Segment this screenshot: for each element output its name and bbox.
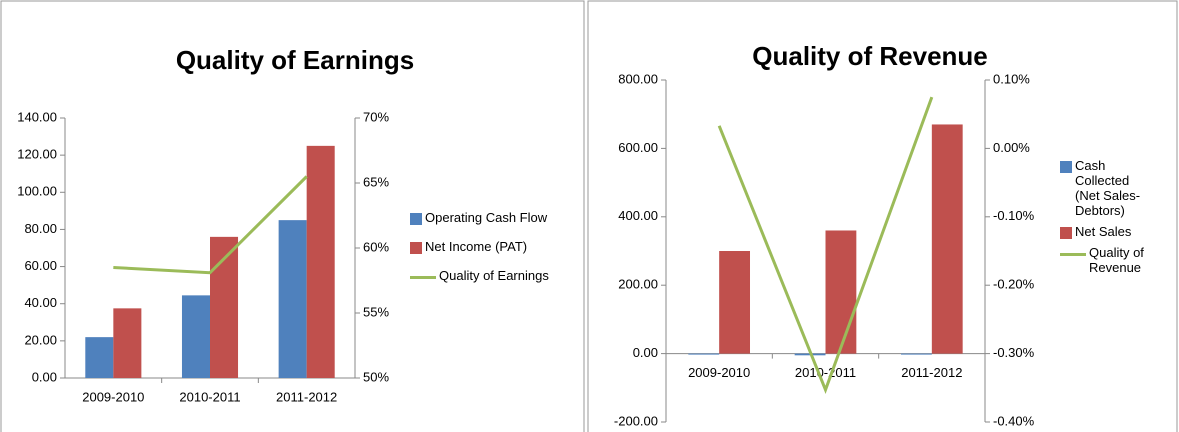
chart-title: Quality of Revenue <box>752 41 988 71</box>
legend-label: Quality of Earnings <box>439 268 549 283</box>
bar <box>306 145 335 378</box>
legend-item: Quality of Revenue <box>1060 245 1155 275</box>
y2-tick-label: -0.30% <box>993 345 1035 360</box>
legend-swatch <box>1060 161 1072 173</box>
y-tick-label: 400.00 <box>618 208 658 223</box>
y2-tick-label: 60% <box>363 239 389 254</box>
bar <box>181 295 210 378</box>
y-tick-label: 600.00 <box>618 140 658 155</box>
legend: Operating Cash Flow Net Income (PAT) Quali… <box>410 210 580 283</box>
legend-swatch <box>1060 227 1072 239</box>
legend-item: Net Sales <box>1060 224 1155 239</box>
x-tick-label: 2011-2012 <box>276 389 337 404</box>
legend-item: Cash Collected (Net Sales-Debtors) <box>1060 158 1155 218</box>
y2-tick-label: 50% <box>363 369 389 384</box>
bar <box>688 353 720 355</box>
chart-title: Quality of Earnings <box>176 45 414 75</box>
bar <box>931 124 963 354</box>
bar <box>278 220 307 378</box>
y-tick-label: 200.00 <box>618 277 658 292</box>
chart-frame <box>0 0 585 432</box>
line-series <box>717 96 934 395</box>
y2-tick-label: 70% <box>363 109 389 124</box>
bar <box>113 308 142 378</box>
line-series <box>113 175 308 275</box>
legend-label: Quality of Revenue <box>1089 245 1144 275</box>
bar <box>900 353 932 355</box>
legend-swatch <box>410 242 422 254</box>
y2-tick-label: -0.10% <box>993 208 1035 223</box>
y-tick-label: -200.00 <box>614 413 658 428</box>
legend-item: Operating Cash Flow <box>410 210 580 225</box>
y2-tick-label: -0.40% <box>993 413 1035 428</box>
legend-swatch <box>1060 253 1086 256</box>
x-tick-label: 2010-2011 <box>795 365 856 380</box>
bar <box>85 337 114 378</box>
x-tick-label: 2009-2010 <box>688 365 750 380</box>
y-tick-label: 0.00 <box>32 369 57 384</box>
y-tick-label: 60.00 <box>24 258 57 273</box>
y2-tick-label: -0.20% <box>993 277 1035 292</box>
legend-swatch <box>410 276 436 279</box>
x-tick-label: 2010-2011 <box>179 389 240 404</box>
bar <box>719 251 751 354</box>
legend-item: Quality of Earnings <box>410 268 580 283</box>
legend-label: Cash Collected (Net Sales-Debtors) <box>1075 158 1141 218</box>
y2-tick-label: 65% <box>363 174 389 189</box>
chart-frame <box>587 0 1178 432</box>
legend-swatch <box>410 213 422 225</box>
y-tick-label: 120.00 <box>17 147 57 162</box>
y2-tick-label: 0.00% <box>993 140 1030 155</box>
y2-tick-label: 0.10% <box>993 71 1030 86</box>
bar <box>825 230 857 354</box>
legend: Cash Collected (Net Sales-Debtors) Net Sa… <box>1060 158 1155 275</box>
x-tick-label: 2011-2012 <box>901 365 962 380</box>
legend-item: Net Income (PAT) <box>410 239 580 254</box>
legend-label: Net Sales <box>1075 224 1132 239</box>
y-tick-label: 100.00 <box>17 184 57 199</box>
y-tick-label: 140.00 <box>17 109 57 124</box>
y2-tick-label: 55% <box>363 304 389 319</box>
legend-label: Net Income (PAT) <box>425 239 528 254</box>
x-tick-label: 2009-2010 <box>82 389 144 404</box>
y-tick-label: 40.00 <box>24 295 57 310</box>
y-tick-label: 80.00 <box>24 221 57 236</box>
legend-label: Operating Cash Flow <box>425 210 548 225</box>
y-tick-label: 800.00 <box>618 71 658 86</box>
y-tick-label: 20.00 <box>24 332 57 347</box>
y-tick-label: 0.00 <box>633 345 658 360</box>
